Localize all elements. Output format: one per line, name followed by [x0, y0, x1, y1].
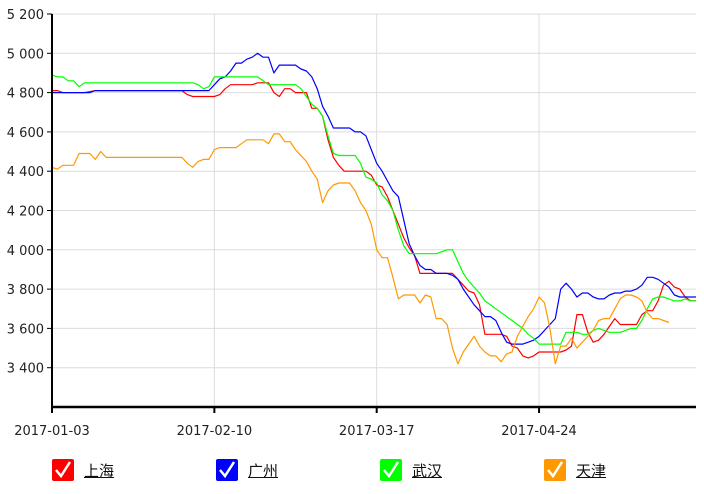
y-tick-label-3400: 3 400: [7, 362, 44, 377]
series-line-0: [52, 82, 696, 359]
checkmark-icon: [55, 461, 72, 479]
legend-swatch-wuhan: [380, 459, 402, 481]
y-tick-label-4400: 4 400: [7, 165, 44, 180]
y-tick-label-4000: 4 000: [7, 244, 44, 259]
chart-grid: [47, 13, 696, 413]
legend-item-shanghai[interactable]: 上海: [52, 456, 114, 484]
x-tick-label-2017-02-10: 2017-02-10: [177, 424, 253, 439]
legend-label-wuhan: 武汉: [412, 461, 443, 480]
y-tick-label-4800: 4 800: [7, 87, 44, 102]
chart-axes: [51, 14, 696, 409]
legend-item-guangzhou[interactable]: 广州: [216, 456, 278, 484]
x-tick-label-2017-03-17: 2017-03-17: [339, 424, 415, 439]
chart-series: [51, 52, 696, 365]
checkmark-icon: [547, 461, 564, 479]
legend-label-guangzhou: 广州: [248, 461, 279, 480]
y-tick-label-4600: 4 600: [7, 126, 44, 141]
line-chart: 5 200 5 000 4 800 4 600 4 400 4 200 4 000 3 800…: [7, 8, 696, 439]
legend-item-wuhan[interactable]: 武汉: [380, 456, 442, 484]
series-line-3: [51, 133, 670, 365]
legend-swatch-tianjin: [544, 459, 566, 481]
legend-item-tianjin[interactable]: 天津: [544, 456, 606, 484]
legend-label-shanghai: 上海: [84, 461, 115, 480]
y-tick-label-3800: 3 800: [7, 283, 44, 298]
y-tick-label-5200: 5 200: [7, 8, 44, 23]
y-tick-label-3600: 3 600: [7, 322, 44, 337]
y-axis-labels: 5 200 5 000 4 800 4 600 4 400 4 200 4 000 3 800…: [7, 8, 44, 377]
checkmark-icon: [219, 461, 236, 479]
x-axis-labels: 2017-01-03 2017-02-10 2017-03-17 2017-04-24: [14, 424, 577, 439]
x-tick-label-2017-01-03: 2017-01-03: [14, 424, 90, 439]
legend-label-tianjin: 天津: [576, 461, 607, 480]
y-tick-label-4200: 4 200: [7, 205, 44, 220]
checkmark-icon: [383, 461, 400, 479]
series-line-1: [52, 52, 696, 345]
x-tick-label-2017-04-24: 2017-04-24: [501, 424, 577, 439]
legend-swatch-shanghai: [52, 459, 74, 481]
series-line-2: [51, 74, 696, 345]
chart-legend: 上海 广州 武汉 天津: [0, 456, 704, 486]
y-tick-label-5000: 5 000: [7, 47, 44, 62]
legend-swatch-guangzhou: [216, 459, 238, 481]
